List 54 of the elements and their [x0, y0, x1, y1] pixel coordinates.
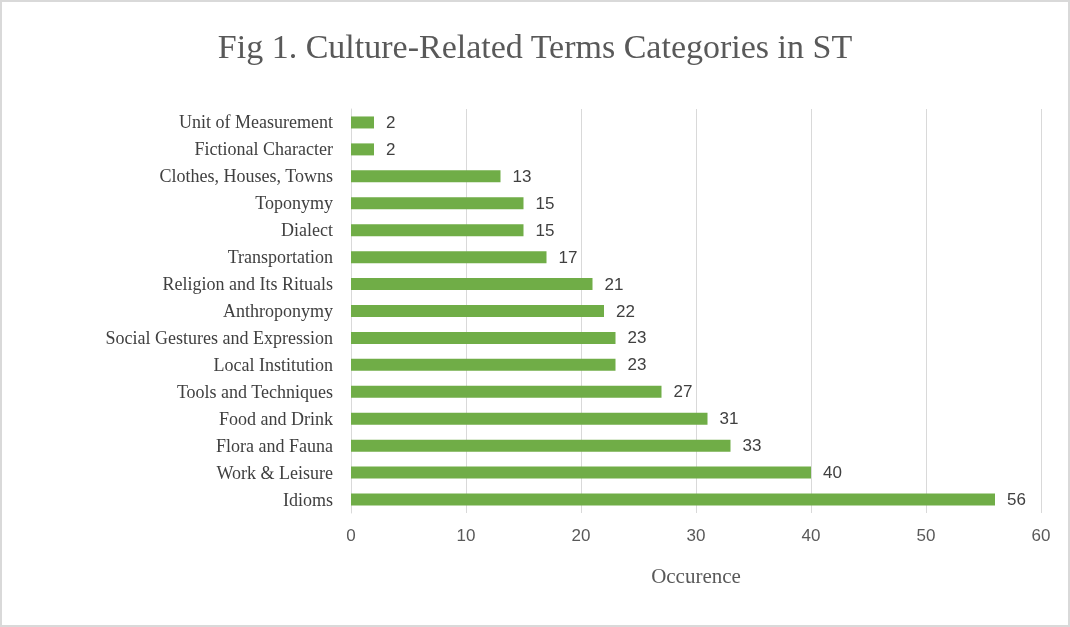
data-label: 2	[386, 139, 396, 159]
chart-title: Fig 1. Culture-Related Terms Categories in ST	[217, 27, 853, 65]
data-label: 17	[558, 247, 578, 267]
bar	[351, 493, 995, 506]
bar	[351, 358, 616, 371]
y-tick-label: Food and Drink	[219, 408, 333, 429]
data-label: 22	[616, 301, 635, 321]
data-label: 56	[1007, 490, 1026, 510]
bar	[351, 385, 662, 398]
bar	[351, 278, 593, 291]
y-tick-label: Social Gestures and Expression	[105, 327, 333, 348]
x-tick-label: 0	[346, 526, 356, 545]
data-label: 31	[719, 409, 739, 429]
data-label: 27	[673, 382, 693, 402]
bar	[351, 305, 604, 317]
data-label: 2	[386, 112, 396, 132]
data-label: 33	[742, 436, 762, 456]
x-tick-label: 20	[571, 526, 591, 545]
bar	[351, 143, 374, 156]
data-label: 21	[604, 274, 624, 294]
bar	[351, 251, 547, 264]
y-tick-label: Flora and Fauna	[216, 435, 333, 456]
y-tick-label: Fictional Character	[194, 139, 333, 160]
y-tick-label: Tools and Techniques	[176, 381, 333, 402]
x-tick-label: 30	[686, 526, 706, 545]
bar	[351, 412, 708, 425]
x-tick-label: 50	[916, 526, 936, 545]
bar	[351, 331, 616, 344]
data-label: 15	[535, 193, 555, 213]
bar	[351, 197, 524, 210]
data-label: 15	[535, 220, 555, 240]
data-label: 23	[627, 355, 647, 375]
y-tick-label: Clothes, Houses, Towns	[159, 166, 333, 187]
y-tick-label: Anthroponymy	[223, 301, 333, 321]
bar	[351, 466, 811, 479]
x-tick-label: 40	[801, 526, 821, 545]
x-axis-title: Occurence	[651, 563, 741, 588]
bar	[351, 224, 524, 237]
y-tick-label: Idioms	[282, 489, 333, 510]
y-tick-label: Local Institution	[213, 354, 333, 375]
y-tick-label: Transportation	[227, 247, 333, 268]
data-label: 40	[823, 463, 842, 483]
y-tick-label: Dialect	[281, 220, 333, 241]
data-label: 23	[627, 328, 647, 348]
y-tick-label: Work & Leisure	[216, 462, 333, 483]
data-label: 13	[512, 166, 532, 186]
y-tick-label: Toponymy	[255, 193, 333, 214]
bar	[351, 116, 374, 129]
x-tick-label: 10	[456, 526, 476, 545]
y-tick-label: Religion and Its Rituals	[162, 274, 333, 295]
bar	[351, 439, 731, 452]
y-tick-label: Unit of Measurement	[179, 112, 333, 133]
bar	[351, 170, 501, 183]
x-tick-label: 60	[1031, 526, 1051, 545]
